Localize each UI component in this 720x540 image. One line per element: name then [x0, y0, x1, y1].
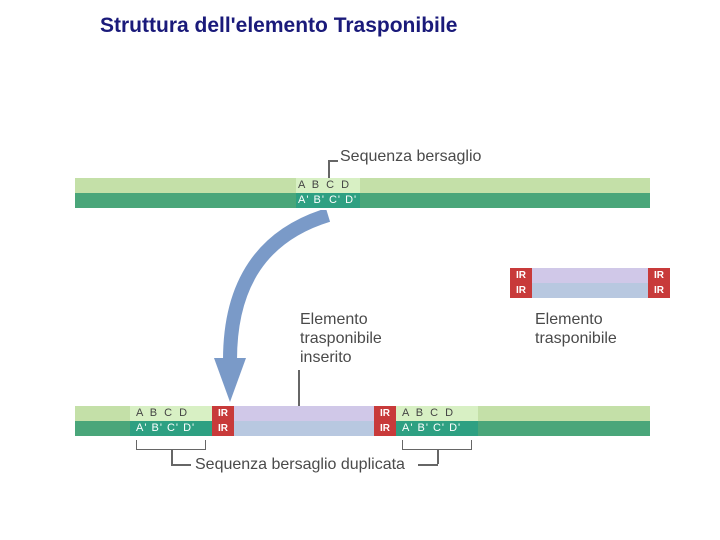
seq-bot-letters: A' B' C' D': [298, 194, 357, 206]
pointer-line: [418, 464, 438, 466]
seq-letters: A B C D: [136, 407, 189, 419]
ir-box: IR: [212, 406, 234, 421]
ir-box: IR: [212, 421, 234, 436]
label-sequenza-bersaglio: Sequenza bersaglio: [340, 148, 481, 166]
dna-top-strand-light: [75, 178, 650, 193]
text-line: trasponibile: [300, 330, 382, 347]
pointer-line: [328, 160, 330, 178]
transposon-bot-strand: [510, 283, 670, 298]
ir-box: IR: [510, 283, 532, 298]
insertion-arrow-icon: [210, 210, 370, 405]
inserted-element-top: [234, 406, 374, 421]
text-line: Elemento: [535, 311, 603, 328]
text-line: Elemento: [300, 311, 368, 328]
dna-top-strand-dark: [75, 193, 650, 208]
seq-letters: A' B' C' D': [136, 422, 195, 434]
ir-box: IR: [648, 268, 670, 283]
bracket-right: [402, 440, 472, 450]
seq-letters: A B C D: [402, 407, 455, 419]
text-line: trasponibile: [535, 330, 617, 347]
inserted-element-bot: [234, 421, 374, 436]
transposon-top-strand: [510, 268, 670, 283]
label-elemento-trasponibile: Elemento trasponibile: [535, 310, 617, 348]
ir-box: IR: [648, 283, 670, 298]
label-seq-duplicata: Sequenza bersaglio duplicata: [195, 456, 405, 474]
ir-box: IR: [374, 406, 396, 421]
page-title: Struttura dell'elemento Trasponibile: [100, 14, 457, 38]
text-line: inserito: [300, 349, 352, 366]
pointer-line: [171, 450, 173, 464]
seq-top-letters: A B C D: [298, 179, 351, 191]
ir-box: IR: [374, 421, 396, 436]
pointer-line: [298, 370, 300, 406]
bracket-left: [136, 440, 206, 450]
seq-letters: A' B' C' D': [402, 422, 461, 434]
pointer-line: [437, 450, 439, 464]
label-elemento-inserito: Elemento trasponibile inserito: [300, 310, 382, 368]
ir-box: IR: [510, 268, 532, 283]
pointer-line: [171, 464, 191, 466]
pointer-line: [328, 160, 338, 162]
